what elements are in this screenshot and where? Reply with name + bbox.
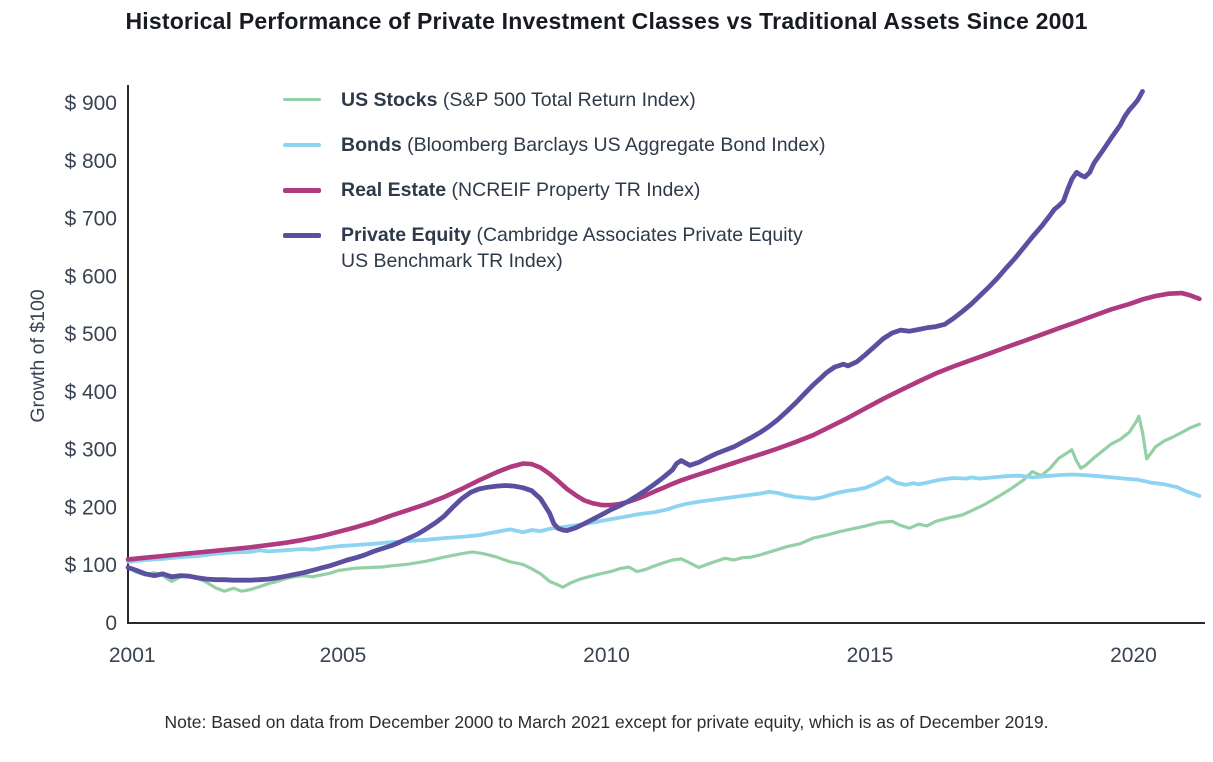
- series-line-bonds: [126, 472, 1202, 564]
- legend-label: Bonds (Bloomberg Barclays US Aggregate B…: [341, 134, 826, 156]
- series-line-private-equity: [125, 89, 1145, 583]
- x-tick-label: 2001: [109, 644, 156, 667]
- footnote: Note: Based on data from December 2000 t…: [164, 712, 1049, 732]
- legend-item-private-equity: Private Equity (Cambridge Associates Pri…: [283, 222, 825, 274]
- legend-series-name: Bonds: [341, 134, 402, 156]
- legend-swatch-bonds: [283, 143, 321, 147]
- legend-label-line2: US Benchmark TR Index): [341, 250, 563, 272]
- y-tick-label: $ 800: [64, 150, 117, 173]
- legend-series-name: Private Equity: [341, 224, 472, 246]
- y-tick-label: $ 300: [64, 439, 117, 462]
- legend-series-name: Real Estate: [341, 179, 447, 201]
- x-tick-label: 2020: [1110, 644, 1157, 667]
- legend-swatch-private-equity: [283, 233, 321, 238]
- x-tick-label: 2005: [320, 644, 367, 667]
- chart-legend: US Stocks (S&P 500 Total Return Index) Bo…: [283, 87, 825, 293]
- x-tick-label: 2015: [847, 644, 894, 667]
- y-tick-label: $ 500: [64, 323, 117, 346]
- y-tick-label: $ 900: [64, 92, 117, 115]
- performance-line-chart: $ 900 $ 800 $ 700 $ 600 $ 500 $ 400 $ 300 $ 200…: [27, 85, 1205, 667]
- legend-item-us-stocks: US Stocks (S&P 500 Total Return Index): [283, 87, 825, 113]
- y-tick-label: $ 100: [64, 554, 117, 577]
- x-tick-label: 2010: [583, 644, 630, 667]
- legend-label: Private Equity (Cambridge Associates Pri…: [341, 224, 803, 272]
- series-line-us-stocks: [126, 414, 1202, 593]
- legend-swatch-real-estate: [283, 188, 321, 193]
- legend-label: US Stocks (S&P 500 Total Return Index): [341, 89, 696, 111]
- series-line-real-estate: [125, 290, 1202, 562]
- legend-label: Real Estate (NCREIF Property TR Index): [341, 179, 701, 201]
- y-tick-label: $ 700: [64, 208, 117, 231]
- y-tick-label: 0: [105, 612, 117, 635]
- y-tick-label: $ 600: [64, 265, 117, 288]
- legend-item-real-estate: Real Estate (NCREIF Property TR Index): [283, 177, 825, 203]
- chart-title: Historical Performance of Private Invest…: [125, 8, 1088, 34]
- y-tick-label: $ 200: [64, 496, 117, 519]
- legend-series-name: US Stocks: [341, 89, 438, 111]
- y-axis-title: Growth of $100: [27, 289, 49, 422]
- y-tick-label: $ 400: [64, 381, 117, 404]
- legend-item-bonds: Bonds (Bloomberg Barclays US Aggregate B…: [283, 132, 825, 158]
- legend-swatch-us-stocks: [283, 98, 321, 101]
